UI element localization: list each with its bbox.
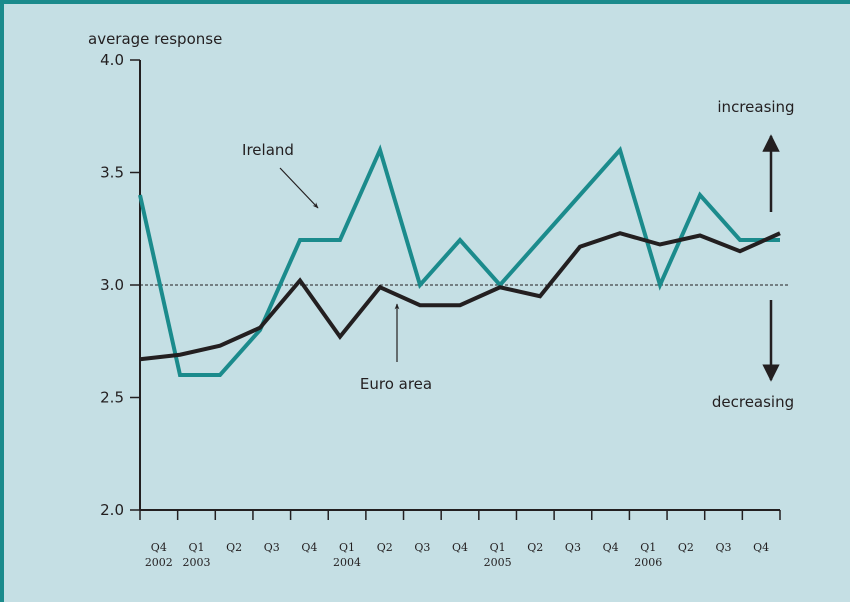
x-tick-label: Q2 — [377, 541, 393, 554]
series-line — [138, 144, 780, 377]
x-tick-label: Q2 — [226, 541, 242, 554]
x-year-label: 2002 — [145, 556, 173, 569]
x-year-label: 2005 — [484, 556, 512, 569]
x-tick-label: Q3 — [414, 541, 430, 554]
x-tick-label: Q1 — [640, 541, 656, 554]
y-tick-label: 4.0 — [100, 51, 124, 69]
series-line — [139, 231, 781, 362]
x-tick-label: Q2 — [527, 541, 543, 554]
x-tick-label: Q1 — [339, 541, 355, 554]
ireland-label: Ireland — [242, 141, 294, 159]
x-tick-label: Q3 — [716, 541, 732, 554]
x-tick-label: Q4 — [603, 541, 619, 554]
y-axis-label: average response — [88, 30, 222, 48]
x-year-label: 2003 — [182, 556, 210, 569]
x-tick-label: Q1 — [188, 541, 204, 554]
ireland-arrow — [279, 167, 319, 209]
increasing-label: increasing — [717, 98, 794, 116]
x-tick-label: Q4 — [301, 541, 317, 554]
x-tick-label: Q4 — [151, 541, 167, 554]
x-tick-label: Q3 — [264, 541, 280, 554]
y-tick-label: 3.5 — [100, 164, 124, 182]
euro-label: Euro area — [360, 375, 432, 393]
y-tick-label: 3.0 — [100, 276, 124, 294]
y-tick-label: 2.5 — [100, 389, 124, 407]
x-tick-label: Q4 — [452, 541, 468, 554]
decreasing-label: decreasing — [712, 393, 794, 411]
x-tick-label: Q1 — [490, 541, 506, 554]
x-year-label: 2006 — [634, 556, 662, 569]
x-tick-label: Q2 — [678, 541, 694, 554]
x-year-label: 2004 — [333, 556, 361, 569]
x-tick-label: Q4 — [753, 541, 769, 554]
x-tick-label: Q3 — [565, 541, 581, 554]
y-tick-label: 2.0 — [100, 501, 124, 519]
